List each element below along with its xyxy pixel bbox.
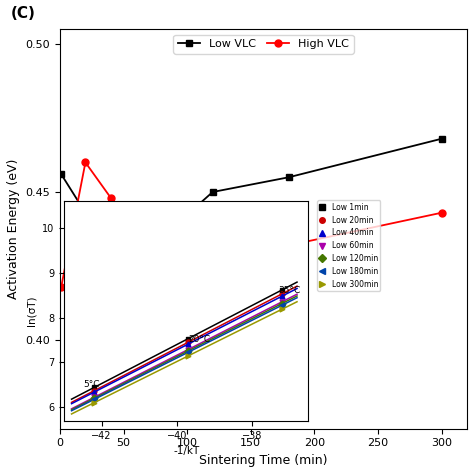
- Low VLC: [82, 210, 88, 216]
- High VLC: [210, 248, 216, 254]
- Line: Low VLC: Low VLC: [58, 135, 445, 264]
- Y-axis label: Activation Energy (eV): Activation Energy (eV): [7, 159, 20, 299]
- X-axis label: Sintering Time (min): Sintering Time (min): [199, 454, 328, 467]
- High VLC: [286, 242, 292, 248]
- Low VLC: [58, 172, 64, 177]
- Text: (C): (C): [11, 6, 36, 21]
- High VLC: [82, 160, 88, 165]
- High VLC: [134, 257, 139, 263]
- High VLC: [108, 195, 114, 201]
- Low VLC: [134, 257, 139, 263]
- Low VLC: [439, 136, 445, 142]
- Low VLC: [108, 257, 114, 263]
- Low VLC: [210, 189, 216, 195]
- Legend: Low VLC, High VLC: Low VLC, High VLC: [173, 35, 354, 54]
- Low VLC: [286, 174, 292, 180]
- Line: High VLC: High VLC: [58, 159, 445, 290]
- High VLC: [58, 284, 64, 290]
- High VLC: [439, 210, 445, 216]
